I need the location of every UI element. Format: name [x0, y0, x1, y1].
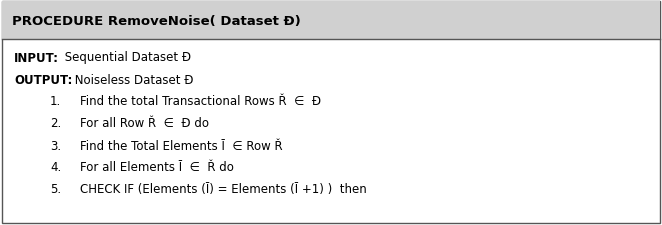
- Text: 5.: 5.: [50, 183, 61, 196]
- Text: For all Row Ř  ∈  Đ do: For all Row Ř ∈ Đ do: [80, 117, 209, 130]
- Text: For all Elements Ī  ∈  Ř do: For all Elements Ī ∈ Ř do: [80, 161, 234, 174]
- Text: INPUT:: INPUT:: [14, 51, 59, 64]
- Bar: [2, 2, 660, 40]
- Text: Find the total Transactional Rows Ř  ∈  Đ: Find the total Transactional Rows Ř ∈ Đ: [80, 95, 321, 108]
- Text: CHECK IF (Elements (Ī) = Elements (Ī +1) )  then: CHECK IF (Elements (Ī) = Elements (Ī +1)…: [80, 183, 367, 196]
- Text: Noiseless Dataset Đ: Noiseless Dataset Đ: [71, 73, 193, 86]
- Text: 3.: 3.: [50, 139, 61, 152]
- Text: 2.: 2.: [50, 117, 62, 130]
- Text: OUTPUT:: OUTPUT:: [14, 73, 72, 86]
- Text: PROCEDURE RemoveNoise( Dataset Đ): PROCEDURE RemoveNoise( Dataset Đ): [12, 14, 301, 27]
- Text: Find the Total Elements Ī  ∈ Row Ř: Find the Total Elements Ī ∈ Row Ř: [80, 139, 283, 152]
- Text: Sequential Dataset Đ: Sequential Dataset Đ: [61, 51, 191, 64]
- Text: 1.: 1.: [50, 95, 62, 108]
- Text: 4.: 4.: [50, 161, 62, 174]
